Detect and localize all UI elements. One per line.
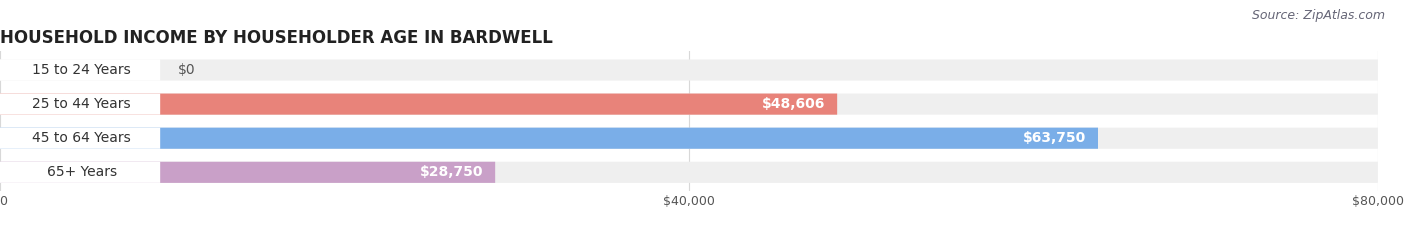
Text: Source: ZipAtlas.com: Source: ZipAtlas.com xyxy=(1251,9,1385,22)
FancyBboxPatch shape xyxy=(0,128,160,149)
Text: HOUSEHOLD INCOME BY HOUSEHOLDER AGE IN BARDWELL: HOUSEHOLD INCOME BY HOUSEHOLDER AGE IN B… xyxy=(0,29,553,47)
Text: 45 to 64 Years: 45 to 64 Years xyxy=(32,131,131,145)
Text: 15 to 24 Years: 15 to 24 Years xyxy=(32,63,131,77)
Text: 25 to 44 Years: 25 to 44 Years xyxy=(32,97,131,111)
FancyBboxPatch shape xyxy=(0,162,1378,183)
FancyBboxPatch shape xyxy=(0,93,837,115)
FancyBboxPatch shape xyxy=(0,59,1378,81)
FancyBboxPatch shape xyxy=(0,162,160,183)
Text: $28,750: $28,750 xyxy=(419,165,484,179)
Text: $48,606: $48,606 xyxy=(762,97,825,111)
FancyBboxPatch shape xyxy=(0,162,495,183)
Text: 65+ Years: 65+ Years xyxy=(46,165,117,179)
FancyBboxPatch shape xyxy=(0,128,1378,149)
FancyBboxPatch shape xyxy=(0,59,160,81)
FancyBboxPatch shape xyxy=(0,93,160,115)
FancyBboxPatch shape xyxy=(0,93,1378,115)
Text: $0: $0 xyxy=(177,63,195,77)
Text: $63,750: $63,750 xyxy=(1022,131,1085,145)
FancyBboxPatch shape xyxy=(0,128,1098,149)
